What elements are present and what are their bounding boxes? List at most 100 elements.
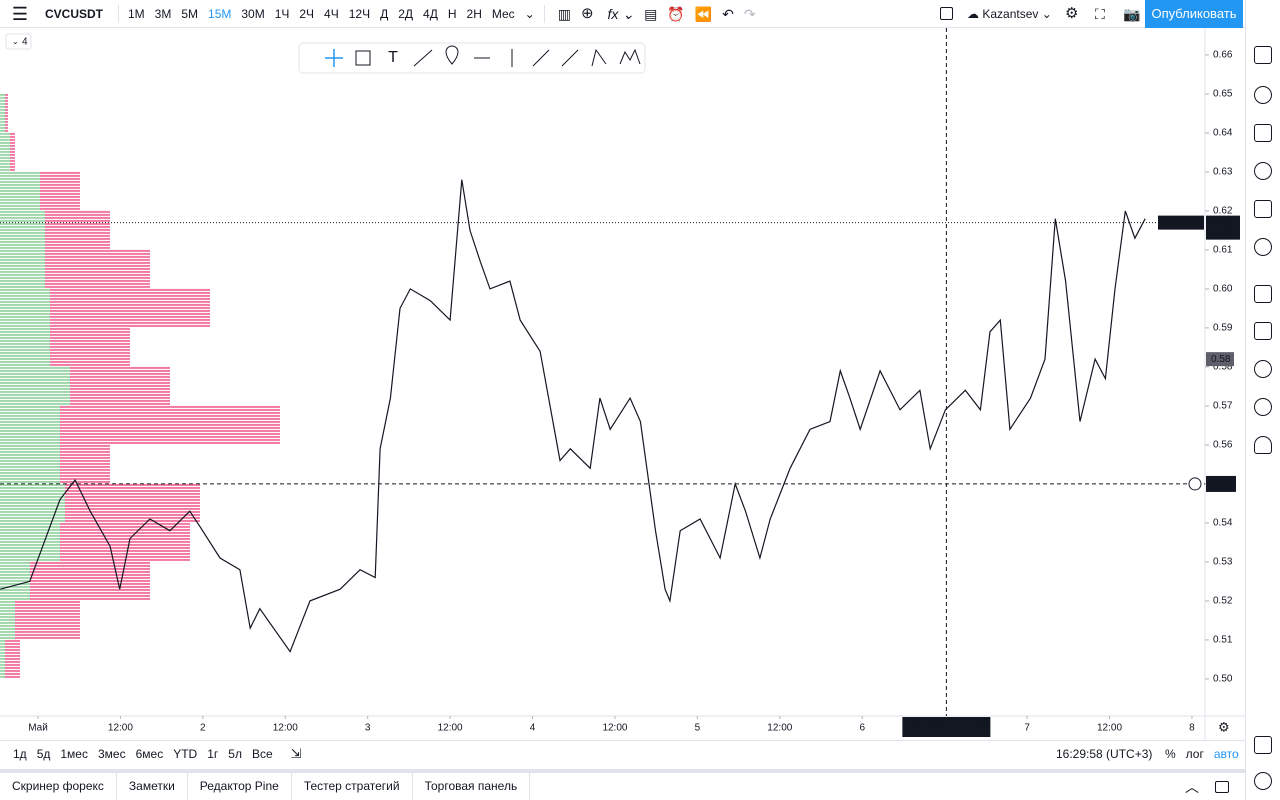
profile-up: [0, 396, 70, 399]
profile-down: [45, 261, 150, 264]
settings[interactable]: ⚙: [1065, 4, 1079, 22]
profile-up: [0, 432, 60, 435]
profile-up: [0, 567, 30, 570]
profile-down: [45, 273, 150, 276]
chart-type[interactable]: ▥: [557, 5, 571, 22]
interval-button[interactable]: 12Ч: [348, 6, 371, 21]
alerts[interactable]: [1254, 86, 1272, 104]
profile-up: [0, 153, 10, 156]
interval-button[interactable]: 30М: [241, 6, 265, 21]
notifications[interactable]: [1254, 436, 1272, 454]
scale-mode[interactable]: %: [1165, 746, 1176, 761]
interval-button[interactable]: Н: [447, 6, 457, 21]
redo[interactable]: ↷: [743, 5, 756, 22]
messages[interactable]: [1254, 322, 1272, 340]
range-button[interactable]: 1д: [13, 746, 27, 761]
interval-button[interactable]: 2Н: [466, 6, 482, 21]
axis-settings[interactable]: ⚙: [1218, 719, 1230, 734]
range-button[interactable]: 5д: [36, 746, 51, 761]
goto-date[interactable]: ⇲: [290, 745, 302, 761]
intervals: 1М 3М 5М 15М 30М 1Ч 2Ч 4Ч 12Ч Д 2Д 4Д Н 2Н Мес: [123, 0, 520, 28]
profile-up: [0, 99, 5, 102]
snapshot[interactable]: 📷: [1123, 5, 1141, 22]
object-tree[interactable]: [1254, 736, 1272, 754]
collapse[interactable]: ︿: [1185, 778, 1199, 795]
indicator-toggle[interactable]: ⌄ 4: [5, 33, 32, 50]
profile-down: [70, 402, 170, 405]
alert[interactable]: ⏰: [667, 5, 685, 22]
indicators[interactable]: fx ⌄: [607, 5, 635, 22]
profile-up: [0, 489, 65, 492]
publish-button[interactable]: Опубликовать: [1145, 0, 1243, 28]
interval-button[interactable]: 1Ч: [274, 6, 290, 21]
user-layout[interactable]: ☁ Kazantsev ⌄: [967, 6, 1052, 21]
profile-down: [70, 378, 170, 381]
profile-up: [0, 162, 10, 165]
range-button[interactable]: YTD: [173, 746, 198, 761]
profile-down: [50, 306, 210, 309]
range-button[interactable]: 1г: [207, 746, 219, 761]
interval-button[interactable]: 15М: [208, 6, 232, 21]
profile-down: [15, 636, 80, 639]
x-tick-label: 12:00: [108, 723, 133, 734]
interval-button[interactable]: 4Д: [423, 6, 438, 21]
tab[interactable]: Торговая панель: [413, 773, 531, 800]
y-tick-label: 0.56: [1213, 440, 1233, 451]
interval-dropdown[interactable]: ⌄: [524, 6, 535, 21]
profile-down: [50, 345, 130, 348]
layout-toggle[interactable]: [940, 7, 953, 20]
symbol-search[interactable]: CVCUSDT: [45, 6, 104, 21]
chats[interactable]: [1254, 285, 1272, 303]
profile-up: [0, 546, 60, 549]
tab[interactable]: Редактор Pine: [188, 773, 292, 800]
ideas[interactable]: [1254, 238, 1272, 256]
undo[interactable]: ↶: [722, 5, 734, 22]
news[interactable]: [1254, 124, 1272, 142]
profile-up: [0, 543, 60, 546]
interval-button[interactable]: 5М: [181, 6, 199, 21]
x-tick-label: 6: [859, 723, 865, 734]
tab[interactable]: Заметки: [117, 773, 188, 800]
range-button[interactable]: 5л: [228, 746, 242, 761]
watchlist[interactable]: [1254, 46, 1272, 64]
range-button[interactable]: 3мес: [97, 746, 126, 761]
interval-button[interactable]: Д: [380, 6, 389, 21]
maximize[interactable]: [1215, 780, 1229, 793]
profile-down: [5, 99, 8, 102]
range-button[interactable]: Все: [251, 746, 273, 761]
profile-down: [30, 567, 150, 570]
interval-button[interactable]: Мес: [491, 6, 515, 21]
x-tick-label: 7: [1024, 723, 1030, 734]
streams[interactable]: [1254, 360, 1272, 378]
fullscreen[interactable]: ⛶: [1095, 5, 1105, 22]
scale-mode[interactable]: авто: [1213, 746, 1239, 761]
menu-button[interactable]: ☰: [11, 3, 29, 24]
hotlists[interactable]: [1254, 162, 1272, 180]
tab[interactable]: Скринер форекс: [0, 773, 117, 800]
profile-up: [0, 621, 15, 624]
interval-button[interactable]: 1М: [128, 6, 145, 21]
profile-up: [0, 453, 60, 456]
range-button[interactable]: 1мес: [60, 746, 88, 761]
scale-mode[interactable]: лог: [1185, 746, 1204, 761]
profile-up: [0, 357, 50, 360]
interval-button[interactable]: 4Ч: [324, 6, 339, 21]
interval-button[interactable]: 2Д: [398, 6, 414, 21]
interval-button[interactable]: 2Ч: [299, 6, 315, 21]
templates[interactable]: ▤: [644, 5, 658, 22]
profile-up: [0, 462, 60, 465]
broadcast[interactable]: [1254, 398, 1272, 416]
compare[interactable]: ⊕: [580, 4, 594, 22]
add-alert[interactable]: [1188, 477, 1202, 491]
y-tick-label: 0.62: [1213, 206, 1233, 217]
profile-down: [50, 354, 130, 357]
range-button[interactable]: 6мес: [135, 746, 164, 761]
tab[interactable]: Тестер стратегий: [292, 773, 413, 800]
profile-down: [45, 231, 110, 234]
profile-down: [65, 501, 200, 504]
calendar[interactable]: [1254, 200, 1272, 218]
crosshair-x-time: 12:15: [961, 722, 986, 733]
replay[interactable]: ⏪: [694, 5, 713, 22]
help[interactable]: [1254, 772, 1272, 790]
interval-button[interactable]: 3М: [154, 6, 172, 21]
